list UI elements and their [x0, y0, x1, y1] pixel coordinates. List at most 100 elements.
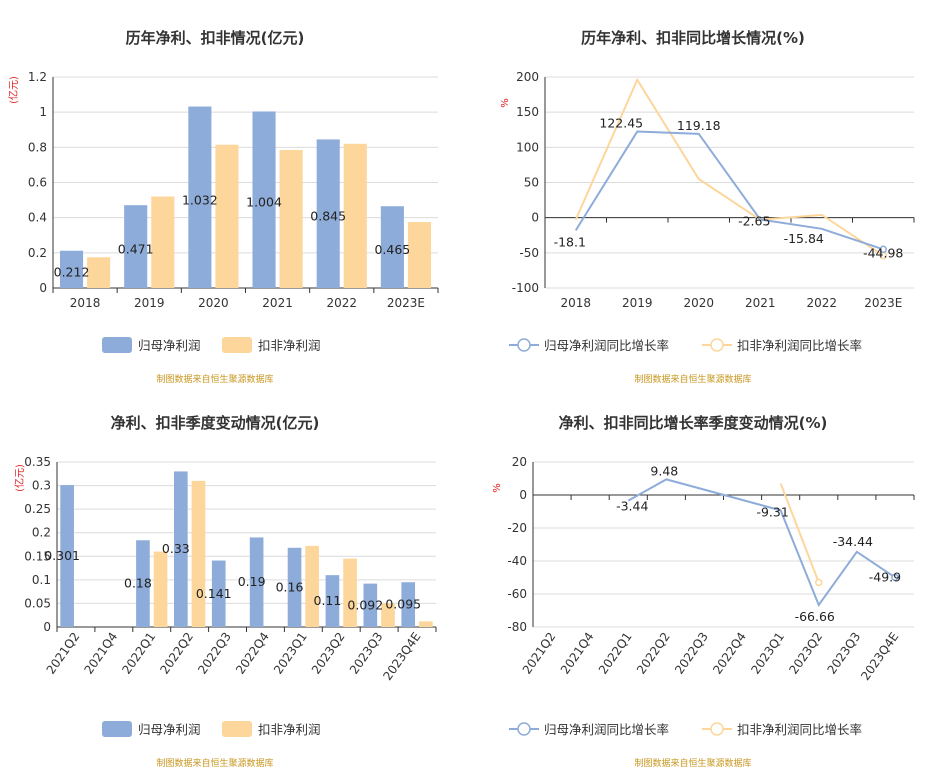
plot-area: 0 0.2 0.4 0.6 0.8 1 1.2 2018 2019 2020 2021 2022 202… [28, 70, 439, 310]
y-tick-label: 0.2 [32, 526, 51, 540]
data-label: 0.092 [347, 597, 383, 612]
data-label: -18.1 [554, 234, 586, 249]
data-label: -49.9 [869, 569, 901, 584]
x-tick-label: 2022Q4 [710, 630, 749, 677]
legend-label: 扣非净利润 [258, 722, 321, 737]
data-label: 0.471 [118, 242, 154, 257]
legend-swatch [102, 337, 132, 353]
legend[interactable]: 归母净利润 扣非净利润 [102, 337, 321, 353]
x-tick-label: 2023Q3 [347, 630, 386, 677]
bar [249, 537, 264, 627]
bar [343, 143, 367, 288]
x-tick-label: 2021 [262, 296, 293, 310]
data-label: -2.65 [738, 214, 770, 229]
bar [124, 205, 148, 288]
x-tick-label: 2020 [683, 296, 714, 310]
data-label: 0.212 [54, 264, 90, 279]
legend-label: 扣非净利润同比增长率 [737, 338, 862, 353]
y-unit-label: % [492, 483, 503, 493]
legend-item[interactable]: 归母净利润同比增长率 [509, 722, 669, 737]
bar [279, 149, 303, 288]
x-tick-label: 2019 [622, 296, 653, 310]
y-tick-label: 1.2 [28, 70, 47, 84]
bar [174, 471, 188, 627]
y-tick-label: 0 [39, 281, 47, 295]
data-label: -3.44 [616, 499, 648, 514]
legend-swatch [222, 337, 252, 353]
bar [380, 206, 404, 288]
bar [343, 558, 357, 627]
legend-label: 扣非净利润 [258, 338, 321, 353]
data-label: -34.44 [833, 534, 873, 549]
chart-title: 历年净利、扣非同比增长情况(%) [581, 29, 805, 47]
legend[interactable]: 归母净利润同比增长率 扣非净利润同比增长率 [509, 722, 862, 737]
bar [87, 257, 111, 288]
legend-label: 归母净利润同比增长率 [544, 338, 669, 353]
data-source-note: 制图数据来自恒生聚源数据库 [634, 757, 751, 769]
data-label: 0.301 [44, 548, 80, 563]
legend-label: 归母净利润 [138, 722, 201, 737]
bar [153, 551, 168, 627]
data-label: 0.18 [124, 576, 152, 591]
y-tick-label: 100 [516, 140, 539, 154]
legend-item[interactable]: 归母净利润同比增长率 [509, 338, 669, 353]
y-tick-label: 0 [43, 620, 51, 634]
y-unit-label: (亿元) [13, 464, 26, 492]
x-tick-label: 2019 [134, 296, 165, 310]
bar [151, 196, 175, 288]
y-unit-label: % [500, 98, 511, 108]
x-tick-label: 2021Q2 [520, 630, 559, 677]
x-tick-label: 2018 [70, 296, 101, 310]
y-tick-label: 0.2 [28, 246, 47, 260]
y-tick-label: 0.3 [32, 479, 51, 493]
bar [287, 547, 302, 627]
data-label: 0.33 [162, 541, 190, 556]
data-source-note: 制图数据来自恒生聚源数据库 [634, 373, 751, 385]
legend-item[interactable]: 扣非净利润同比增长率 [702, 722, 862, 737]
bar [407, 222, 432, 288]
x-tick-label: 2023Q2 [786, 630, 825, 677]
data-label: 0.19 [238, 574, 266, 589]
x-tick-label: 2023Q4E [858, 630, 901, 683]
legend-item[interactable]: 归母净利润 [102, 721, 201, 737]
legend[interactable]: 归母净利润 扣非净利润 [102, 721, 321, 737]
y-tick-label: 0 [519, 488, 527, 502]
series-line [779, 483, 820, 583]
y-tick-label: -50 [519, 246, 539, 260]
x-tick-label: 2023E [387, 296, 425, 310]
data-label: 9.48 [650, 463, 678, 478]
legend-label: 归母净利润同比增长率 [544, 722, 669, 737]
x-tick-label: 2023Q1 [748, 630, 787, 677]
y-tick-label: -60 [507, 587, 527, 601]
quarterly-profit-bar-chart: 净利、扣非季度变动情况(亿元) (亿元) 0 0.05 0.1 0.15 0.2 0.25… [13, 414, 437, 769]
chart-title: 净利、扣非季度变动情况(亿元) [111, 414, 320, 432]
y-tick-label: 0.4 [28, 211, 47, 225]
legend-marker [517, 338, 531, 352]
legend-swatch [102, 721, 132, 737]
x-tick-label: 2023E [864, 296, 902, 310]
series-point [879, 245, 887, 254]
legend-swatch [222, 721, 252, 737]
x-tick-label: 2022Q1 [596, 630, 635, 677]
series-line [574, 130, 884, 251]
x-tick-label: 2023Q3 [825, 630, 864, 677]
data-label: 0.141 [196, 586, 232, 601]
y-tick-label: 150 [516, 105, 539, 119]
legend-item[interactable]: 归母净利润 [102, 337, 201, 353]
x-tick-label: 2022Q4 [233, 630, 272, 677]
legend-item[interactable]: 扣非净利润 [222, 721, 321, 737]
y-tick-label: 0.15 [24, 549, 51, 563]
series-line [627, 478, 896, 608]
bar [60, 485, 74, 627]
bar [363, 583, 378, 627]
legend-item[interactable]: 扣非净利润 [222, 337, 321, 353]
legend[interactable]: 归母净利润同比增长率 扣非净利润同比增长率 [509, 338, 862, 353]
x-tick-label: 2020 [198, 296, 229, 310]
legend-item[interactable]: 扣非净利润同比增长率 [702, 338, 862, 353]
x-tick-label: 2022Q3 [195, 630, 234, 677]
data-source-note: 制图数据来自恒生聚源数据库 [156, 757, 273, 769]
bar [305, 545, 319, 627]
chart-title: 净利、扣非同比增长率季度变动情况(%) [559, 414, 828, 432]
data-label: -44.98 [863, 245, 903, 260]
